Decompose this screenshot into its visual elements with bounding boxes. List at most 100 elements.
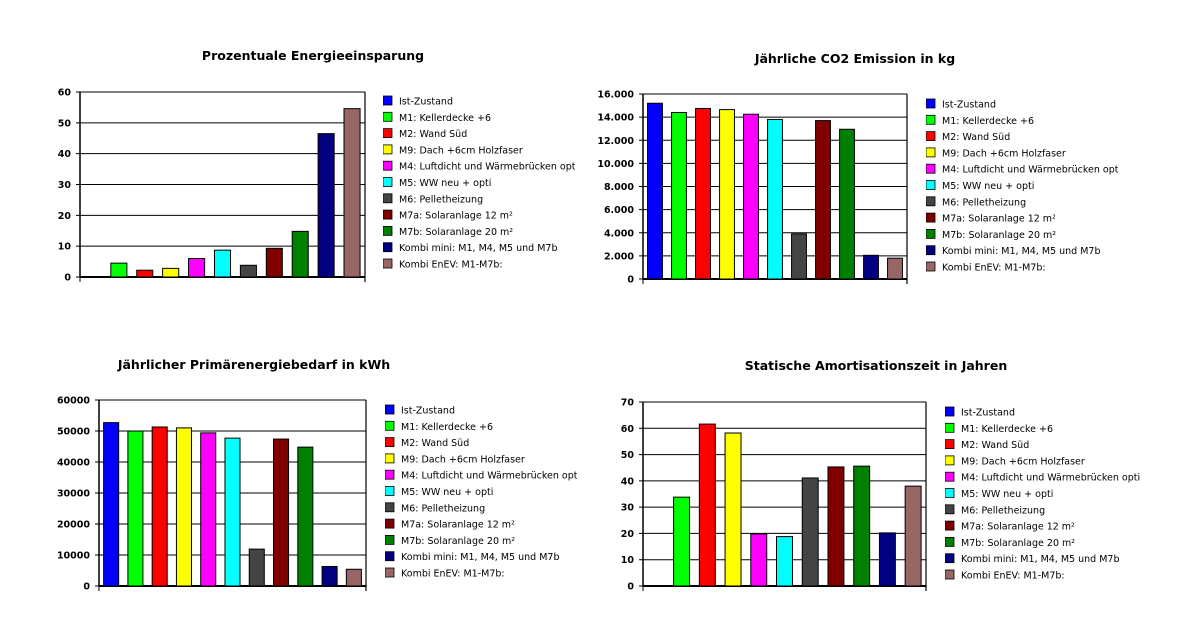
bar xyxy=(863,254,879,280)
legend-swatch xyxy=(385,469,395,480)
bar xyxy=(345,568,362,587)
legend: Ist-Zustand M1: Kellerdecke +6 M2: Wand Sü… xyxy=(945,406,1140,582)
bar xyxy=(110,262,128,278)
bar xyxy=(767,118,783,280)
bar xyxy=(291,230,309,278)
legend-label: M5: WW neu + opti xyxy=(942,181,1034,192)
legend-label: M5: WW neu + opti xyxy=(961,489,1053,500)
bar xyxy=(127,430,144,587)
bar xyxy=(839,128,855,280)
y-tick-label: 40 xyxy=(58,149,72,160)
y-tick-label: 20 xyxy=(621,529,635,540)
legend-swatch xyxy=(926,261,936,272)
legend-label: M4: Luftdicht und Wärmebrücken opti xyxy=(961,473,1140,484)
legend-label: M9: Dach +6cm Holzfaser xyxy=(401,454,525,465)
y-tick-label: 6.000 xyxy=(604,205,634,216)
legend-label: M7a: Solaranlage 12 m² xyxy=(942,214,1056,225)
legend-swatch xyxy=(385,551,395,562)
bar xyxy=(200,432,217,587)
y-tick-label: 8.000 xyxy=(604,182,634,193)
legend-swatch xyxy=(385,404,395,415)
legend-swatch xyxy=(383,95,393,106)
legend-label: M4: Luftdicht und Wärmebrücken opti xyxy=(401,471,580,482)
legend-label: M7b: Solaranlage 20 m² xyxy=(961,538,1075,549)
legend-label: M2: Wand Süd xyxy=(961,440,1029,451)
legend-label: M1: Kellerdecke +6 xyxy=(399,113,491,124)
legend-label: Kombi EnEV: M1-M7b: xyxy=(942,263,1046,274)
y-tick-label: 20 xyxy=(58,211,72,222)
bar xyxy=(239,264,257,278)
y-tick-label: 50000 xyxy=(57,427,90,438)
y-tick-label: 30000 xyxy=(57,489,90,500)
legend-swatch xyxy=(926,163,936,174)
y-tick-label: 60 xyxy=(58,88,72,99)
legend-swatch xyxy=(383,177,393,187)
legend-swatch xyxy=(926,98,936,109)
bar xyxy=(724,432,742,587)
bar xyxy=(136,269,154,278)
legend-swatch xyxy=(926,180,936,190)
legend-swatch xyxy=(385,486,395,496)
legend-label: M2: Wand Süd xyxy=(942,132,1010,143)
legend-swatch xyxy=(945,537,955,547)
legend-swatch xyxy=(926,114,936,125)
bar xyxy=(224,437,241,587)
chart-title: Jährliche CO2 Emission in kg xyxy=(754,51,955,66)
legend-swatch xyxy=(945,504,955,515)
bar xyxy=(801,477,819,587)
legend-label: Kombi mini: M1, M4, M5 und M7b xyxy=(401,552,559,563)
bar xyxy=(343,108,361,278)
bar xyxy=(695,107,711,280)
bar xyxy=(815,120,831,280)
legend-swatch xyxy=(385,502,395,513)
legend-label: Kombi mini: M1, M4, M5 und M7b xyxy=(942,246,1100,257)
legend-label: M6: Pelletheizung xyxy=(401,503,485,514)
bar xyxy=(162,267,180,278)
bar xyxy=(151,426,168,587)
legend-swatch xyxy=(926,212,936,223)
legend-label: Kombi mini: M1, M4, M5 und M7b xyxy=(399,243,557,254)
legend-swatch xyxy=(383,225,393,236)
legend-swatch xyxy=(383,258,393,269)
y-tick-label: 30 xyxy=(621,503,635,514)
legend: Ist-Zustand M1: Kellerdecke +6 M2: Wand Sü… xyxy=(385,404,580,580)
legend-swatch xyxy=(385,567,395,578)
legend-swatch xyxy=(926,147,936,158)
legend-swatch xyxy=(383,209,393,220)
legend-swatch xyxy=(383,193,393,204)
legend-swatch xyxy=(945,439,955,450)
legend-label: Kombi EnEV: M1-M7b: xyxy=(401,569,505,580)
legend: Ist-Zustand M1: Kellerdecke +6 M2: Wand Sü… xyxy=(383,95,575,271)
legend-swatch xyxy=(383,111,393,122)
legend-label: M9: Dach +6cm Holzfaser xyxy=(399,145,523,156)
bar xyxy=(317,133,335,278)
y-tick-label: 50 xyxy=(621,450,635,461)
bar xyxy=(698,423,716,587)
y-tick-label: 16.000 xyxy=(597,90,634,101)
chart-1: Prozentuale Energieeinsparung 0 10 20 30 40 50… xyxy=(58,48,575,284)
legend-label: M5: WW neu + opti xyxy=(401,487,493,498)
legend-label: M7b: Solaranlage 20 m² xyxy=(942,230,1056,241)
legend-label: M6: Pelletheizung xyxy=(399,194,483,205)
legend-label: M7a: Solaranlage 12 m² xyxy=(401,520,515,531)
chart-title: Prozentuale Energieeinsparung xyxy=(202,48,424,63)
legend-label: M5: WW neu + opti xyxy=(399,178,491,189)
legend-label: Ist-Zustand xyxy=(961,408,1015,419)
legend-label: M1: Kellerdecke +6 xyxy=(942,116,1034,127)
bar xyxy=(673,496,691,587)
legend-swatch xyxy=(945,471,955,482)
legend-swatch xyxy=(385,453,395,464)
legend-label: M7b: Solaranlage 20 m² xyxy=(399,227,513,238)
legend-swatch xyxy=(926,131,936,142)
chart-2: Jährliche CO2 Emission in kg 0 2.000 4.000 6… xyxy=(597,51,1118,286)
bar xyxy=(175,427,192,587)
y-tick-label: 2.000 xyxy=(604,251,634,262)
legend-swatch xyxy=(383,242,393,253)
y-tick-label: 0 xyxy=(83,582,90,593)
legend-swatch xyxy=(385,535,395,545)
bar xyxy=(188,258,206,278)
bar xyxy=(827,466,845,587)
y-tick-label: 10 xyxy=(58,242,72,253)
legend-label: M1: Kellerdecke +6 xyxy=(961,424,1053,435)
y-tick-label: 0 xyxy=(64,273,71,284)
